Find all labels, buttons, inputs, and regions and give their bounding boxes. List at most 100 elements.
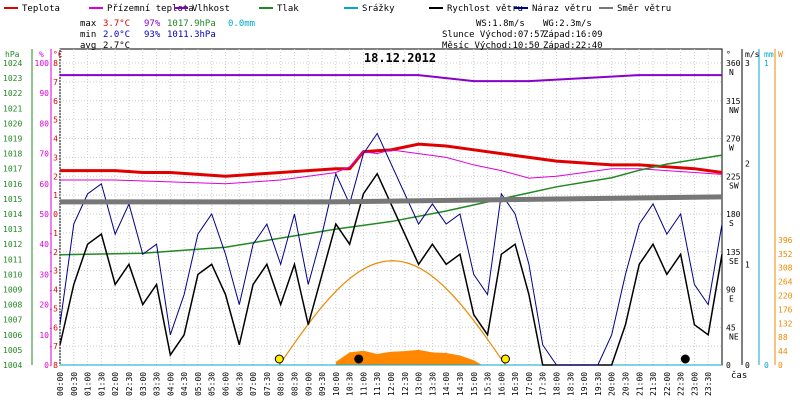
x-tick-label: 02:30 bbox=[125, 372, 134, 396]
w-tick-label: 396 bbox=[778, 236, 793, 245]
x-tick-label: 08:00 bbox=[277, 372, 286, 396]
right-axes: ° m/s mm W360N315NW270W225SW180S135SE90E45N… bbox=[726, 49, 793, 370]
pct-tick-label: 80 bbox=[39, 119, 49, 128]
pct-tick-label: 0 bbox=[44, 361, 49, 370]
pct-tick-label: 50 bbox=[39, 210, 49, 219]
x-tick-label: 05:00 bbox=[194, 372, 203, 396]
x-tick-label: 10:30 bbox=[346, 372, 355, 396]
series-line bbox=[59, 132, 723, 366]
x-tick-label: 03:30 bbox=[153, 372, 162, 396]
dir-compass-label: W bbox=[729, 144, 734, 153]
x-tick-label: 14:00 bbox=[442, 372, 451, 396]
info-sun-rise: Slunce Východ:07:57 bbox=[442, 30, 545, 40]
x-tick-label: 09:00 bbox=[304, 372, 313, 396]
astro-info: WS:1.8m/s WG:2.3m/s Slunce Východ:07:57 … bbox=[442, 19, 603, 51]
x-tick-label: 00:30 bbox=[70, 372, 79, 396]
legend-label: Vlhkost bbox=[192, 4, 230, 14]
dir-tick-label: 270 bbox=[726, 135, 741, 144]
series-line bbox=[60, 74, 722, 83]
hpa-tick-label: 1016 bbox=[3, 180, 22, 189]
legend-label: Teplota bbox=[22, 4, 60, 14]
legend-label: Tlak bbox=[277, 4, 299, 14]
x-tick-label: 07:00 bbox=[249, 372, 258, 396]
x-tick-label: 07:30 bbox=[263, 372, 272, 396]
hpa-tick-label: 1011 bbox=[3, 255, 22, 264]
info-moon-rise: Měsíc Východ:10:50 bbox=[442, 41, 540, 51]
stats-max-label: max bbox=[80, 19, 97, 29]
x-tick-label: 23:30 bbox=[704, 372, 713, 396]
mm-tick-label: 1 bbox=[764, 59, 769, 68]
info-ws: WS:1.8m/s bbox=[476, 19, 525, 29]
dir-compass-label: NW bbox=[729, 106, 739, 115]
plot-area bbox=[59, 48, 723, 366]
legend-label: Náraz větru bbox=[532, 4, 592, 14]
temp-tick-label: -7 bbox=[48, 342, 58, 351]
w-tick-label: 44 bbox=[778, 347, 788, 356]
temp-tick-label: -1 bbox=[48, 229, 58, 238]
x-tick-label: 14:30 bbox=[456, 372, 465, 396]
hpa-tick-label: 1015 bbox=[3, 195, 22, 204]
temp-axis-unit: °C bbox=[53, 50, 63, 59]
x-tick-label: 15:00 bbox=[470, 372, 479, 396]
info-sun-set: Západ:16:09 bbox=[543, 30, 603, 40]
hpa-tick-label: 1024 bbox=[3, 59, 22, 68]
hpa-tick-label: 1023 bbox=[3, 74, 22, 83]
x-tick-label: 18:30 bbox=[566, 372, 575, 396]
legend-label: Směr větru bbox=[617, 4, 671, 14]
w-tick-label: 176 bbox=[778, 305, 793, 314]
left-axes: hPa% °C1024102310221021102010191018101710… bbox=[3, 49, 63, 370]
x-tick-label: 23:00 bbox=[690, 372, 699, 396]
stats-min-temp: 2.0°C bbox=[103, 30, 130, 40]
info-moon-set: Západ:22:40 bbox=[543, 41, 603, 51]
dir-axis-unit: ° bbox=[726, 50, 731, 59]
temp-tick-label: -4 bbox=[48, 286, 58, 295]
pct-tick-label: 90 bbox=[39, 89, 49, 98]
legend-label: Přízemní teplota bbox=[107, 4, 194, 14]
w-tick-label: 220 bbox=[778, 292, 793, 301]
astro-markers bbox=[274, 354, 690, 364]
pct-tick-label: 100 bbox=[35, 59, 50, 68]
hpa-tick-label: 1018 bbox=[3, 150, 22, 159]
ms-tick-label: 2 bbox=[745, 160, 750, 169]
sun-elevation-arc bbox=[278, 260, 506, 366]
temp-tick-label: 2 bbox=[53, 172, 58, 181]
dir-compass-label: NE bbox=[729, 332, 739, 341]
x-tick-label: 04:30 bbox=[180, 372, 189, 396]
temp-tick-label: -2 bbox=[48, 248, 58, 257]
dir-tick-label: 360 bbox=[726, 59, 741, 68]
x-tick-label: 06:30 bbox=[235, 372, 244, 396]
chart-title: 18.12.2012 bbox=[364, 51, 436, 65]
stats-max-rain: 0.0mm bbox=[228, 19, 255, 29]
dir-compass-label: N bbox=[729, 68, 734, 77]
hpa-tick-label: 1014 bbox=[3, 210, 22, 219]
pct-tick-label: 70 bbox=[39, 150, 49, 159]
hpa-tick-label: 1013 bbox=[3, 225, 22, 234]
ms-tick-label: 1 bbox=[745, 260, 750, 269]
hpa-tick-label: 1009 bbox=[3, 286, 22, 295]
dir-tick-label: 45 bbox=[726, 323, 736, 332]
x-tick-label: 05:30 bbox=[208, 372, 217, 396]
x-tick-label: 18:00 bbox=[553, 372, 562, 396]
x-tick-label: 13:30 bbox=[428, 372, 437, 396]
x-tick-label: 17:00 bbox=[525, 372, 534, 396]
w-tick-label: 0 bbox=[778, 361, 783, 370]
x-tick-label: 22:00 bbox=[663, 372, 672, 396]
stats-min-label: min bbox=[80, 30, 96, 40]
temp-tick-label: 6 bbox=[53, 97, 58, 106]
x-tick-label: 02:00 bbox=[111, 372, 120, 396]
moonrise-marker bbox=[354, 354, 364, 364]
stats-min-press: 1011.3hPa bbox=[167, 30, 216, 40]
x-tick-label: 03:00 bbox=[139, 372, 148, 396]
pct-tick-label: 20 bbox=[39, 301, 49, 310]
pct-tick-label: 10 bbox=[39, 331, 49, 340]
w-tick-label: 88 bbox=[778, 333, 788, 342]
temp-tick-label: -6 bbox=[48, 323, 58, 332]
x-tick-label: 17:30 bbox=[539, 372, 548, 396]
temp-tick-label: -3 bbox=[48, 267, 58, 276]
hpa-tick-label: 1021 bbox=[3, 104, 22, 113]
hpa-tick-label: 1022 bbox=[3, 89, 22, 98]
stats-max-hum: 97% bbox=[144, 19, 161, 29]
pct-tick-label: 40 bbox=[39, 240, 49, 249]
pct-tick-label: 60 bbox=[39, 180, 49, 189]
